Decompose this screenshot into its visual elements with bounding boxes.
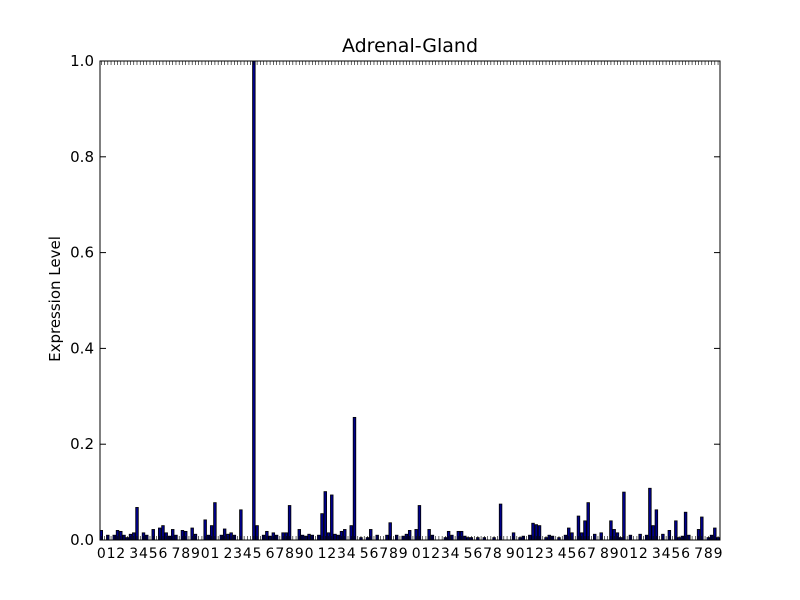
x-tick-label: 4 bbox=[347, 546, 356, 562]
x-tick-label: 1 bbox=[525, 546, 534, 562]
x-tick-label: 3 bbox=[652, 546, 661, 562]
x-tick-label: 3 bbox=[129, 546, 138, 562]
x-tick-label: 7 bbox=[587, 546, 596, 562]
x-tick-label: 3 bbox=[233, 546, 242, 562]
bar bbox=[287, 505, 292, 541]
x-tick-label: 0 bbox=[619, 546, 628, 562]
x-tick-label: 0 bbox=[305, 546, 314, 562]
bar bbox=[352, 416, 357, 541]
x-tick-label: 5 bbox=[360, 546, 369, 562]
x-tick-label: 2 bbox=[116, 546, 125, 562]
y-tick-label: 0.4 bbox=[70, 339, 94, 357]
x-tick-label: 7 bbox=[171, 546, 180, 562]
x-tick-label: 6 bbox=[370, 546, 379, 562]
x-tick-label: 2 bbox=[535, 546, 544, 562]
x-tick-label: 0 bbox=[201, 546, 210, 562]
x-tick-label: 5 bbox=[253, 546, 262, 562]
y-axis-label: Expression Level bbox=[46, 236, 64, 362]
x-tick-label: 3 bbox=[441, 546, 450, 562]
x-tick-label: 6 bbox=[577, 546, 586, 562]
x-tick-label: 0 bbox=[516, 546, 525, 562]
axes-group: 0.00.20.40.60.81.00 1 2 3 4 5 6 7 8 9 0 1 2 3 4 5 6 7 8 9 0 1… bbox=[70, 52, 722, 562]
bar bbox=[622, 491, 626, 541]
x-tick-label: 7 bbox=[379, 546, 388, 562]
y-tick-label: 1.0 bbox=[70, 52, 94, 70]
x-tick-label: 9 bbox=[610, 546, 619, 562]
x-tick-label: 7 bbox=[483, 546, 492, 562]
x-tick-label: 5 bbox=[149, 546, 158, 562]
x-tick-label: 8 bbox=[600, 546, 609, 562]
x-tick-label: 9 bbox=[714, 546, 723, 562]
x-tick-label: 9 bbox=[506, 546, 515, 562]
bar bbox=[654, 509, 659, 541]
x-tick-label: 8 bbox=[285, 546, 294, 562]
x-tick-label: 3 bbox=[337, 546, 346, 562]
bar bbox=[417, 505, 422, 541]
bar bbox=[498, 503, 503, 541]
x-tick-label: 4 bbox=[662, 546, 671, 562]
bar bbox=[683, 511, 688, 541]
x-tick-label: 9 bbox=[399, 546, 408, 562]
x-tick-label: 4 bbox=[139, 546, 148, 562]
x-tick-label: 3 bbox=[545, 546, 554, 562]
bar bbox=[323, 491, 327, 541]
chart-title: Adrenal-Gland bbox=[342, 35, 478, 57]
x-tick-label: 8 bbox=[704, 546, 713, 562]
x-tick-label: 1 bbox=[107, 546, 116, 562]
x-tick-label: 4 bbox=[243, 546, 252, 562]
x-tick-label: 6 bbox=[681, 546, 690, 562]
x-tick-label: 2 bbox=[431, 546, 440, 562]
x-tick-label: 2 bbox=[223, 546, 232, 562]
plot-frame bbox=[99, 60, 721, 541]
x-tick-label: 8 bbox=[181, 546, 190, 562]
x-tick-label: 6 bbox=[473, 546, 482, 562]
x-tick-label: 4 bbox=[451, 546, 460, 562]
y-tick-label: 0.0 bbox=[70, 531, 94, 549]
x-tick-label: 1 bbox=[629, 546, 638, 562]
x-tick-label: 9 bbox=[191, 546, 200, 562]
x-tick-label: 9 bbox=[295, 546, 304, 562]
x-tick-label: 7 bbox=[694, 546, 703, 562]
bar bbox=[239, 509, 243, 541]
x-tick-label: 5 bbox=[464, 546, 473, 562]
x-tick-label: 8 bbox=[493, 546, 502, 562]
y-tick-label: 0.6 bbox=[70, 244, 94, 262]
bar bbox=[213, 502, 217, 541]
y-tick-label: 0.2 bbox=[70, 435, 94, 453]
x-tick-label: 4 bbox=[558, 546, 567, 562]
y-tick-label: 0.8 bbox=[70, 148, 94, 166]
bar bbox=[135, 507, 139, 541]
bar bbox=[648, 487, 652, 541]
x-tick-label: 7 bbox=[275, 546, 284, 562]
x-tick-label: 2 bbox=[639, 546, 648, 562]
x-tick-label: 1 bbox=[421, 546, 430, 562]
bar bbox=[252, 60, 256, 541]
x-tick-label: 6 bbox=[266, 546, 275, 562]
x-tick-label: 5 bbox=[671, 546, 680, 562]
x-tick-label: 1 bbox=[210, 546, 219, 562]
x-tick-label: 5 bbox=[568, 546, 577, 562]
x-tick-label: 8 bbox=[389, 546, 398, 562]
x-tick-label: 0 bbox=[97, 546, 106, 562]
bar bbox=[330, 494, 334, 541]
x-tick-label: 0 bbox=[412, 546, 421, 562]
x-tick-label: 2 bbox=[327, 546, 336, 562]
x-tick-label: 6 bbox=[159, 546, 168, 562]
bar bbox=[586, 502, 590, 541]
x-tick-label: 1 bbox=[318, 546, 327, 562]
